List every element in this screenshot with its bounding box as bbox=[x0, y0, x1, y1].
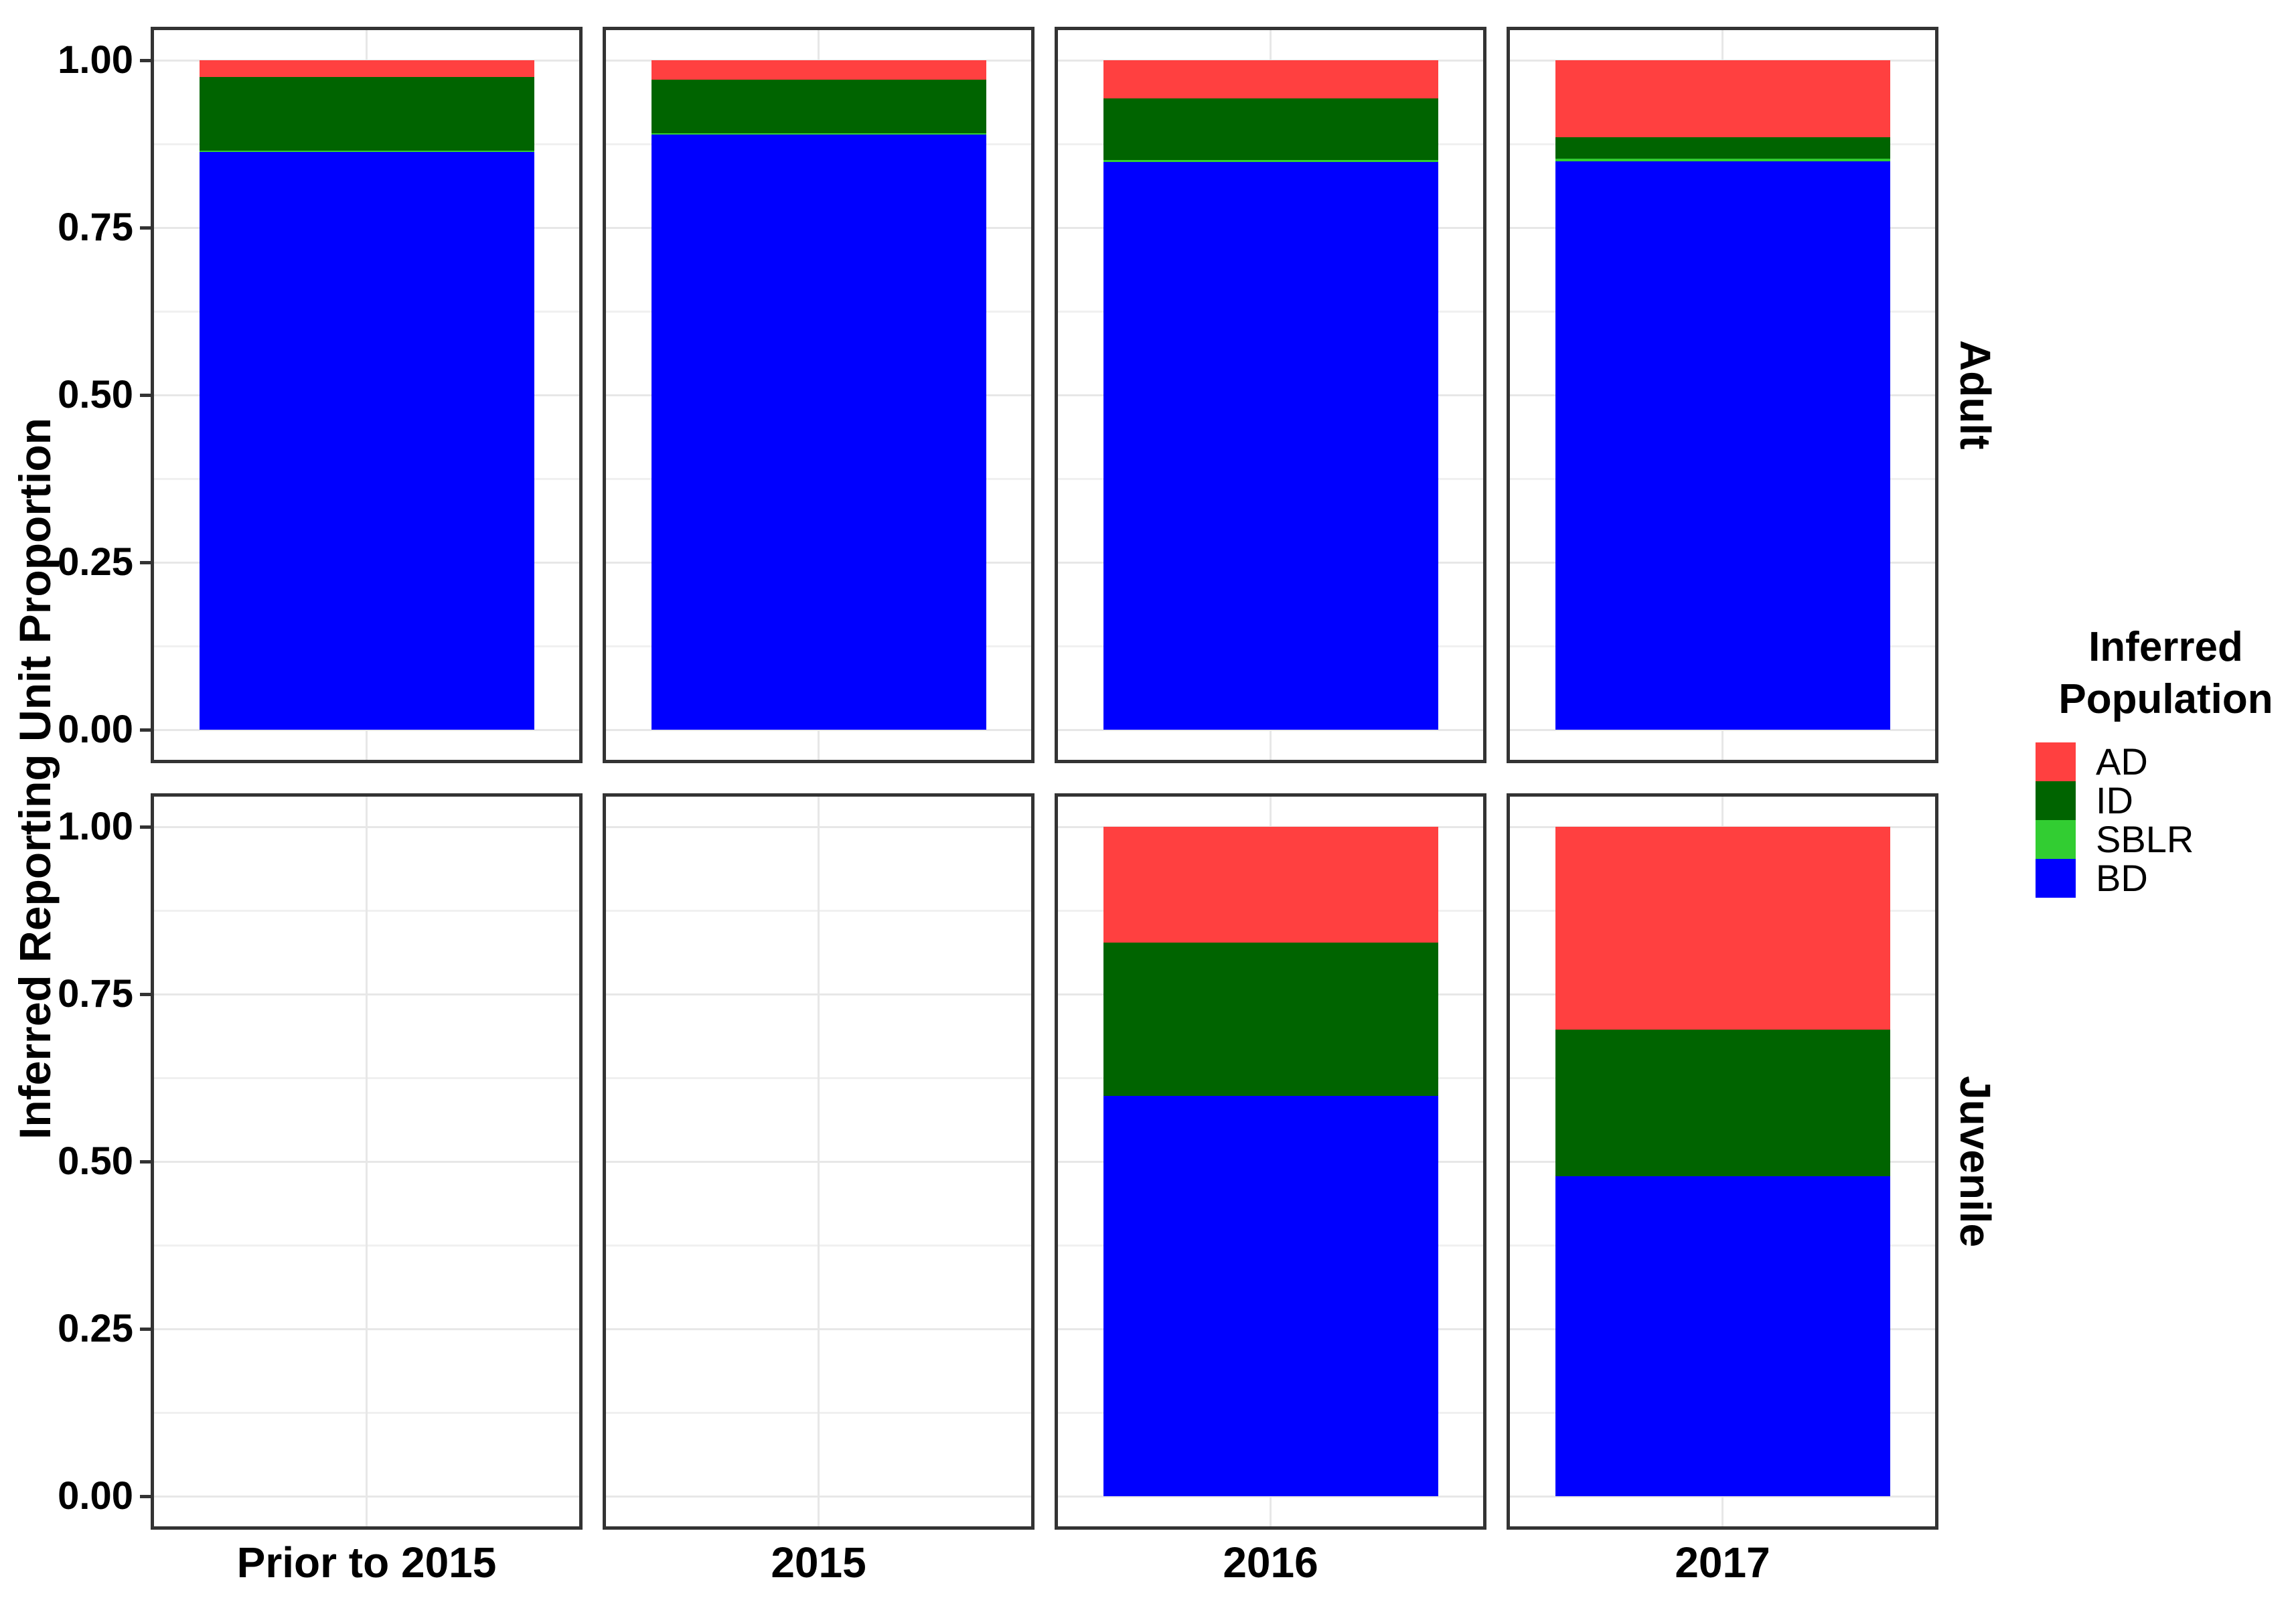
legend-key-id: ID bbox=[2036, 781, 2296, 820]
bar-segment-adult-2017-id bbox=[1555, 137, 1890, 159]
x-axis-label-2017: 2017 bbox=[1675, 1538, 1770, 1587]
bar-segment-adult-2015-bd bbox=[651, 135, 986, 730]
y-axis-title: Inferred Reporting Unit Proportion bbox=[10, 418, 60, 1139]
bar-segment-adult-prior-to-2015-ad bbox=[199, 60, 534, 77]
legend-title-line-1: Inferred bbox=[2088, 624, 2243, 670]
y-tick-mark bbox=[140, 1159, 151, 1164]
y-tick-mark bbox=[140, 226, 151, 230]
panel-juvenile-2017 bbox=[1507, 793, 1938, 1530]
legend-title-line-2: Population bbox=[2058, 675, 2273, 722]
x-axis-label-prior-to-2015: Prior to 2015 bbox=[236, 1538, 497, 1587]
y-tick-mark bbox=[140, 825, 151, 829]
facet-strip-label-adult: Adult bbox=[1951, 340, 1999, 450]
legend-swatch-id bbox=[2036, 781, 2076, 820]
y-tick-label: 0.50 bbox=[58, 373, 133, 416]
y-tick-label: 0.00 bbox=[58, 708, 133, 751]
panel-juvenile-2015 bbox=[603, 793, 1035, 1530]
y-tick-label: 0.75 bbox=[58, 206, 133, 249]
y-tick-mark bbox=[140, 1494, 151, 1498]
bar-segment-adult-2015-sblr bbox=[651, 133, 986, 135]
legend-keys: AD ID SBLR BD bbox=[2036, 742, 2296, 898]
bar-segment-juvenile-2017-ad bbox=[1555, 827, 1890, 1030]
y-tick-mark bbox=[140, 393, 151, 397]
bar-segment-adult-prior-to-2015-sblr bbox=[199, 151, 534, 152]
bar-segment-adult-2017-sblr bbox=[1555, 159, 1890, 161]
legend-key-bd: BD bbox=[2036, 859, 2296, 898]
panel-adult-2017 bbox=[1507, 27, 1938, 763]
panel-adult-2016 bbox=[1055, 27, 1486, 763]
legend-key-label-id: ID bbox=[2096, 779, 2133, 821]
bar-segment-adult-2015-id bbox=[651, 80, 986, 133]
bar-segment-adult-2015-ad bbox=[651, 60, 986, 80]
y-tick-label: 1.00 bbox=[58, 805, 133, 848]
legend-key-label-bd: BD bbox=[2096, 857, 2148, 899]
bar-segment-juvenile-2016-bd bbox=[1103, 1096, 1438, 1496]
y-tick-label: 0.75 bbox=[58, 972, 133, 1016]
facet-strip-juvenile: Juvenile bbox=[1945, 793, 2005, 1530]
y-tick-mark bbox=[140, 560, 151, 564]
legend: Inferred Population AD ID SBLR BD bbox=[2036, 621, 2296, 898]
bar-segment-adult-2016-bd bbox=[1103, 162, 1438, 730]
x-major-gridline bbox=[366, 793, 368, 1530]
panel-adult-2015 bbox=[603, 27, 1035, 763]
y-tick-mark bbox=[140, 992, 151, 996]
bar-segment-adult-2016-sblr bbox=[1103, 160, 1438, 162]
y-tick-mark bbox=[140, 58, 151, 62]
y-tick-label: 1.00 bbox=[58, 38, 133, 82]
bar-segment-adult-prior-to-2015-id bbox=[199, 77, 534, 151]
legend-title: Inferred Population bbox=[2036, 621, 2296, 725]
y-tick-mark bbox=[140, 728, 151, 732]
bar-segment-juvenile-2016-id bbox=[1103, 943, 1438, 1096]
legend-key-sblr: SBLR bbox=[2036, 820, 2296, 859]
bar-segment-adult-2017-ad bbox=[1555, 60, 1890, 137]
x-axis-label-2015: 2015 bbox=[771, 1538, 866, 1587]
y-tick-label: 0.50 bbox=[58, 1139, 133, 1183]
panel-juvenile-prior-to-2015 bbox=[151, 793, 583, 1530]
facet-strip-adult: Adult bbox=[1945, 27, 2005, 763]
y-tick-label: 0.00 bbox=[58, 1474, 133, 1518]
bar-segment-juvenile-2017-bd bbox=[1555, 1176, 1890, 1496]
facet-strip-label-juvenile: Juvenile bbox=[1951, 1075, 1999, 1248]
legend-key-label-sblr: SBLR bbox=[2096, 818, 2194, 860]
legend-swatch-sblr bbox=[2036, 820, 2076, 859]
panel-adult-prior-to-2015 bbox=[151, 27, 583, 763]
legend-key-ad: AD bbox=[2036, 742, 2296, 781]
y-tick-label: 0.25 bbox=[58, 1307, 133, 1350]
bar-segment-adult-2016-ad bbox=[1103, 60, 1438, 98]
bar-segment-juvenile-2017-id bbox=[1555, 1030, 1890, 1176]
panel-juvenile-2016 bbox=[1055, 793, 1486, 1530]
x-axis-label-2016: 2016 bbox=[1223, 1538, 1318, 1587]
bar-segment-juvenile-2016-ad bbox=[1103, 827, 1438, 943]
x-major-gridline bbox=[818, 793, 820, 1530]
legend-swatch-ad bbox=[2036, 742, 2076, 781]
bar-segment-adult-prior-to-2015-bd bbox=[199, 152, 534, 730]
y-tick-label: 0.25 bbox=[58, 540, 133, 584]
legend-swatch-bd bbox=[2036, 859, 2076, 898]
bar-segment-adult-2016-id bbox=[1103, 98, 1438, 160]
bar-segment-adult-2017-bd bbox=[1555, 161, 1890, 730]
legend-key-label-ad: AD bbox=[2096, 740, 2148, 783]
y-tick-mark bbox=[140, 1327, 151, 1331]
